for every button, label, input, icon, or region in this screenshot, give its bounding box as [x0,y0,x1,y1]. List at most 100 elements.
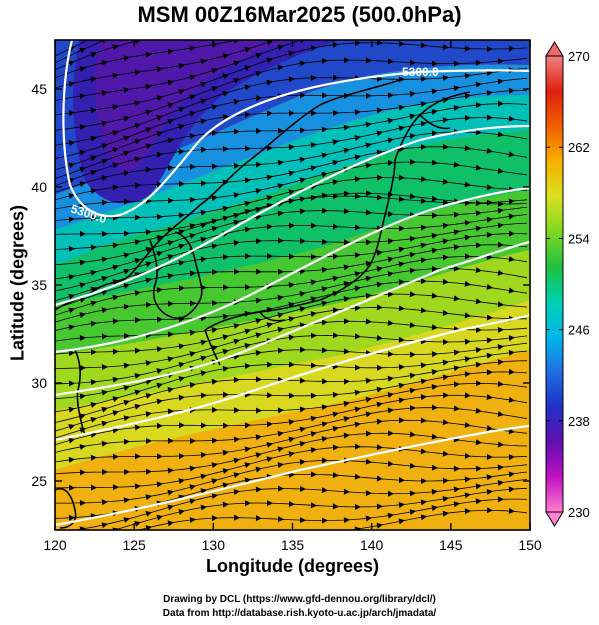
wind-arrowhead [112,22,120,30]
wind-arrowhead [453,405,460,412]
wind-arrowhead [156,5,164,13]
wind-arrowhead [79,443,86,450]
wind-arrowhead [277,446,284,453]
wind-arrowhead [123,517,130,523]
x-tick-label: 125 [122,537,146,553]
wind-arrowhead [442,44,449,51]
wind-arrowhead [255,206,262,213]
wind-arrowhead [442,419,449,426]
wind-arrowhead [321,238,328,245]
wind-arrowhead [398,278,405,285]
wind-arrowhead [266,392,273,399]
wind-arrowhead [189,329,196,336]
wind-arrowhead [344,26,351,33]
wind-arrowhead [68,140,75,147]
x-tick-label: 140 [360,537,384,553]
x-tick-label: 135 [281,537,305,553]
wind-arrowhead [222,53,229,60]
wind-arrowhead [277,268,284,275]
wind-arrowhead [310,332,317,339]
wind-arrowhead [178,422,185,429]
wind-arrowhead [68,484,75,491]
wind-arrowhead [475,326,482,333]
wind-arrowhead [211,269,218,276]
wind-arrowhead [211,130,218,137]
streamline [55,293,528,342]
wind-arrowhead [475,483,482,490]
wind-arrowhead [310,74,317,81]
wind-arrowhead [387,351,394,358]
wind-arrowhead [178,478,185,484]
wind-arrowhead [288,419,295,426]
wind-arrowhead [486,337,493,344]
wind-arrowhead [244,226,251,233]
wind-arrowhead [487,13,494,20]
wind-arrowhead [420,101,427,108]
wind-arrowhead [299,196,306,203]
wind-arrowhead [200,256,207,263]
wind-arrowhead [79,297,86,303]
wind-arrowhead [212,8,219,15]
wind-arrowhead [123,55,130,62]
wind-arrowhead [90,135,97,142]
wind-arrowhead [431,159,438,166]
wind-arrowhead [420,448,427,455]
wind-arrowhead [156,346,163,353]
wind-arrowhead [508,335,515,342]
wind-arrowhead [266,361,273,368]
wind-arrowhead [255,466,262,473]
wind-arrowhead [420,224,427,231]
wind-arrowhead [156,131,163,137]
wind-arrowhead [442,309,449,316]
wind-arrowhead [453,465,460,472]
wind-arrowhead [299,238,306,244]
wind-arrowhead [376,75,383,82]
wind-arrowhead [200,118,207,125]
wind-arrowhead [179,530,185,536]
wind-arrowhead [431,488,438,495]
wind-arrowhead [365,275,372,282]
wind-arrowhead [145,51,152,58]
wind-arrowhead [112,410,119,416]
wind-arrowhead [409,235,416,242]
wind-arrowhead [475,129,482,136]
wind-arrowhead [431,130,438,137]
wind-arrowhead [398,382,405,389]
wind-arrowhead [354,305,361,312]
wind-arrowhead [431,383,438,390]
wind-arrowhead [343,239,350,246]
wind-arrowhead [222,482,229,489]
wind-arrowhead [453,295,460,302]
wind-arrowhead [332,109,339,116]
wind-arrowhead [156,422,163,429]
wind-arrowhead [222,501,229,508]
wind-arrowhead [90,51,97,58]
wind-arrowhead [453,365,460,372]
wind-arrowhead [134,389,141,396]
wind-arrowhead [486,147,493,154]
wind-arrowhead [68,293,75,300]
wind-arrowhead [134,520,141,527]
wind-arrowhead [288,222,295,229]
wind-arrowhead [398,246,405,253]
wind-arrowhead [244,363,251,370]
wind-arrowhead [387,210,394,217]
streamline [55,77,528,159]
wind-arrowhead [332,411,339,418]
wind-arrowhead [486,231,493,238]
wind-arrowhead [145,143,152,150]
wind-arrowhead [112,540,119,547]
wind-arrowhead [112,348,119,355]
wind-arrowhead [223,23,230,30]
wind-arrowhead [508,349,515,356]
wind-arrowhead [244,284,251,291]
wind-arrowhead [332,307,339,314]
wind-arrowhead [321,378,328,385]
wind-arrowhead [244,84,251,91]
streamline [55,58,528,131]
wind-arrowhead [101,364,108,371]
wind-arrowhead [453,486,460,493]
wind-arrowhead [321,457,328,464]
wind-arrowhead [189,351,196,357]
wind-arrowhead [68,437,75,444]
